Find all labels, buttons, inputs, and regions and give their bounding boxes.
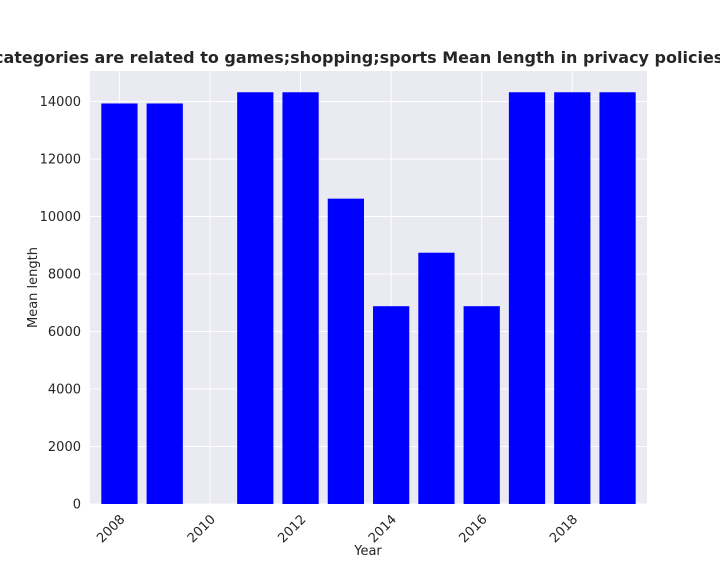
bar-2015 [418, 252, 455, 504]
chart-title: when categories are related to games;sho… [0, 48, 720, 67]
x-tick-label: 2018 [547, 512, 581, 546]
y-axis-ticks: 0 2000 4000 6000 8000 10000 12000 14000 [40, 95, 81, 513]
bars [101, 92, 636, 505]
bar-2016 [463, 306, 500, 504]
y-axis-label: Mean length [26, 247, 41, 328]
bar-2011 [237, 92, 274, 504]
x-axis-ticks: 2008 2010 2012 2014 2016 2018 [94, 512, 581, 546]
y-tick-label: 8000 [48, 267, 81, 282]
bar-2014 [373, 306, 410, 504]
x-tick-label: 2008 [94, 512, 128, 546]
y-tick-label: 12000 [40, 152, 81, 167]
y-tick-label: 4000 [48, 382, 81, 397]
bar-2019 [599, 92, 636, 504]
y-tick-label: 6000 [48, 325, 81, 340]
bar-2018 [554, 92, 591, 504]
bar-2008 [101, 103, 138, 504]
bar-2012 [282, 92, 319, 504]
x-tick-label: 2016 [457, 512, 491, 546]
y-tick-label: 2000 [48, 440, 81, 455]
bar-2017 [508, 92, 546, 504]
x-tick-label: 2012 [275, 512, 309, 546]
bar-2013 [327, 198, 364, 505]
x-tick-label: 2010 [185, 512, 219, 546]
x-tick-label: 2014 [366, 512, 400, 546]
bar-2009 [146, 103, 183, 504]
x-axis-label: Year [353, 544, 382, 559]
y-tick-label: 10000 [40, 210, 81, 225]
y-tick-label: 14000 [40, 95, 81, 110]
y-tick-label: 0 [73, 498, 81, 513]
